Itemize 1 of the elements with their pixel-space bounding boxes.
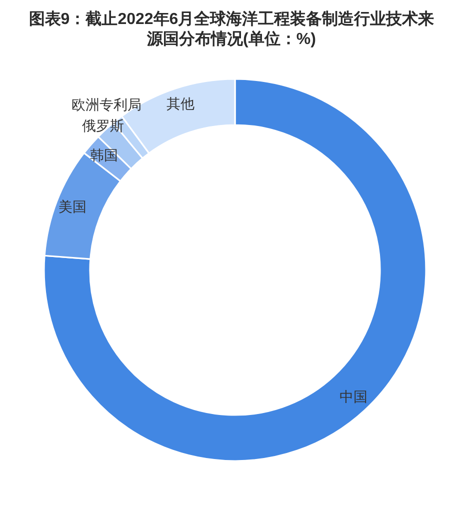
title: 图表9：截止2022年6月全球海洋工程装备制造行业技术来源国分布情况(单位：%) [28, 10, 436, 50]
